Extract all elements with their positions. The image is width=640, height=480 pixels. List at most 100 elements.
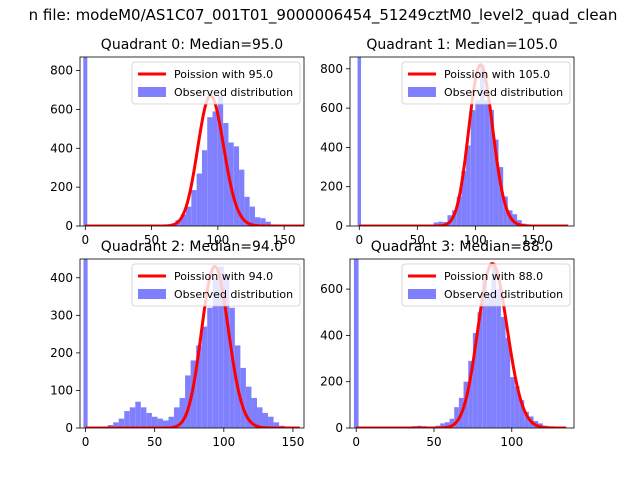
x-tick-label: 150 [273, 233, 296, 247]
subplot-title: Quadrant 0: Median=95.0 [101, 37, 283, 53]
plot-area [353, 259, 567, 428]
histogram-bar [444, 422, 450, 428]
legend-swatch-observed [408, 289, 436, 299]
y-tick-label: 200 [50, 346, 73, 360]
histogram-bar [245, 386, 252, 428]
y-tick-label: 400 [320, 140, 343, 154]
subplot-title: Quadrant 1: Median=105.0 [366, 37, 557, 53]
y-tick-label: 100 [50, 383, 73, 397]
histogram-bar [482, 279, 487, 428]
histogram-bar [201, 150, 208, 226]
x-tick-label: 100 [500, 435, 523, 449]
subplot-grid: 0 50 100 150 0 200 400 600 800 Quadrant 0: Median… [50, 37, 575, 449]
legend-swatch-observed [408, 87, 436, 97]
histogram-bar [157, 418, 163, 428]
histogram-bar [218, 266, 224, 428]
y-tick-label: 0 [335, 421, 343, 435]
axes-frame [349, 258, 575, 429]
y-tick-label: 600 [320, 282, 343, 296]
x-tick-label: 50 [410, 233, 425, 247]
y-tick-label: 200 [320, 180, 343, 194]
x-tick-label: 0 [82, 435, 90, 449]
histogram-bar-zero [83, 57, 88, 226]
y-tick-label: 0 [335, 219, 343, 233]
y-tick-label: 400 [50, 271, 73, 285]
y-tick-label: 400 [50, 141, 73, 155]
y-tick-label: 800 [320, 62, 343, 76]
histogram-bar [260, 218, 266, 226]
x-tick-label: 50 [147, 435, 162, 449]
histogram-bar [505, 337, 511, 428]
histogram-bar [273, 422, 280, 428]
x-tick-label: 50 [144, 233, 159, 247]
histogram-bar [251, 397, 257, 428]
subplot-quadrant-2: 0 50 100 150 0 100 200 300 400 Quadrant 2: Median… [50, 239, 305, 449]
histogram-bar [254, 217, 261, 226]
histogram-bar [107, 424, 114, 428]
legend: Poission with 94.0 Observed distribution [131, 263, 301, 307]
histogram-bar [201, 326, 208, 428]
histogram-bar [207, 307, 213, 428]
legend-label-poisson: Poission with 105.0 [444, 68, 550, 81]
histogram-bar [517, 220, 522, 226]
x-tick-label: 150 [522, 233, 545, 247]
histogram-bar [486, 293, 492, 428]
histogram-bar [452, 210, 457, 226]
histogram-bar [262, 412, 269, 428]
y-tick-label: 300 [50, 308, 73, 322]
histogram-bar [180, 214, 187, 226]
histogram-bar [493, 139, 499, 226]
histogram-bar [113, 422, 119, 428]
poisson-curve [356, 262, 567, 428]
histogram-bar [168, 416, 175, 428]
axes-frame [79, 56, 305, 227]
x-tick-label: 150 [281, 435, 304, 449]
axes-frame [79, 258, 305, 429]
histogram-bar [256, 407, 263, 428]
histogram-bar [162, 420, 169, 428]
subplot-quadrant-1: 0 50 100 150 0 200 400 600 800 Quadrant 1: Median… [320, 37, 575, 247]
histogram-bar [186, 206, 192, 226]
subplot-title: Quadrant 2: Median=94.0 [101, 239, 283, 255]
histogram-bar [265, 221, 271, 226]
legend-swatch-observed [138, 87, 166, 97]
histogram-bar [140, 407, 147, 428]
histogram-bar [151, 416, 158, 428]
histogram-bar [223, 274, 230, 428]
histogram-bar-zero [353, 259, 359, 428]
legend-box [401, 263, 571, 307]
histogram-bar [433, 222, 439, 226]
histogram-bar [244, 196, 250, 226]
histogram-bar [212, 111, 218, 226]
x-tick-label: 100 [206, 233, 229, 247]
histogram-bar [491, 263, 497, 428]
histogram-bar [519, 400, 525, 428]
legend-box [131, 263, 301, 307]
plot-area [83, 259, 300, 428]
histogram-bar [135, 401, 141, 428]
legend-label-poisson: Poission with 95.0 [174, 68, 273, 81]
histogram-bar [179, 397, 186, 428]
histogram-bar [196, 173, 202, 226]
y-tick-label: 600 [320, 101, 343, 115]
histogram-bar [223, 123, 229, 226]
y-tick-label: 200 [320, 375, 343, 389]
histogram-bar [240, 367, 246, 428]
histogram-bar [484, 100, 490, 226]
subplot-quadrant-0: 0 50 100 150 0 200 400 600 800 Quadrant 0: Median… [50, 37, 305, 247]
histogram-bar [212, 277, 219, 428]
y-tick-label: 0 [65, 421, 73, 435]
histogram-bar [454, 407, 459, 428]
histogram-bar [510, 377, 515, 428]
histogram-bar-zero [357, 57, 362, 226]
histogram-bar [456, 196, 462, 226]
histogram-bar [461, 170, 467, 226]
legend-label-observed: Observed distribution [444, 86, 563, 99]
legend-box [131, 61, 301, 105]
histogram-bar [207, 117, 213, 226]
histogram-bar [514, 386, 520, 428]
histogram-bar [477, 312, 483, 428]
histogram-bar [174, 407, 180, 428]
histogram-bar [129, 407, 136, 428]
